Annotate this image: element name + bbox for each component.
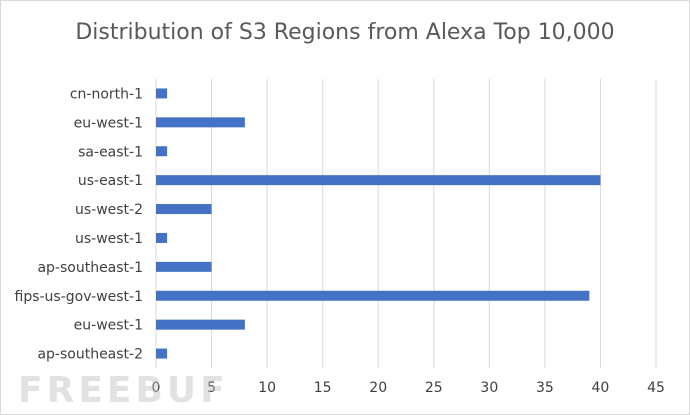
bar-2 [156,146,168,157]
category-label-3: us-east-1 [78,173,143,189]
category-label-4: us-west-2 [75,202,143,218]
category-label-7: fips-us-gov-west-1 [15,289,144,305]
category-label-2: sa-east-1 [78,144,143,160]
category-label-1: eu-west-1 [74,115,143,131]
bar-3 [156,175,601,186]
bar-0 [156,88,168,99]
chart-title: Distribution of S3 Regions from Alexa To… [75,20,615,45]
x-tick-label-5: 25 [425,380,443,396]
x-tick-label-3: 15 [314,380,332,396]
bar-8 [156,319,245,330]
x-tick-label-7: 35 [536,380,554,396]
category-label-0: cn-north-1 [70,86,143,102]
x-tick-label-8: 40 [592,380,610,396]
category-label-8: eu-west-1 [74,318,143,334]
x-tick-label-1: 5 [207,380,216,396]
bar-9 [156,348,168,359]
bar-4 [156,204,212,215]
x-tick-label-9: 45 [647,380,665,396]
x-tick-label-4: 20 [369,380,387,396]
bar-7 [156,290,590,301]
x-tick-label-6: 30 [480,380,498,396]
bar-1 [156,117,245,128]
watermark-logo: FREEBUF [18,370,229,411]
bar-6 [156,261,212,272]
x-tick-label-0: 0 [152,380,161,396]
category-label-9: ap-southeast-2 [37,347,143,363]
bar-5 [156,232,168,243]
category-label-6: ap-southeast-1 [37,260,143,276]
category-label-5: us-west-1 [75,231,143,247]
x-tick-label-2: 10 [258,380,276,396]
